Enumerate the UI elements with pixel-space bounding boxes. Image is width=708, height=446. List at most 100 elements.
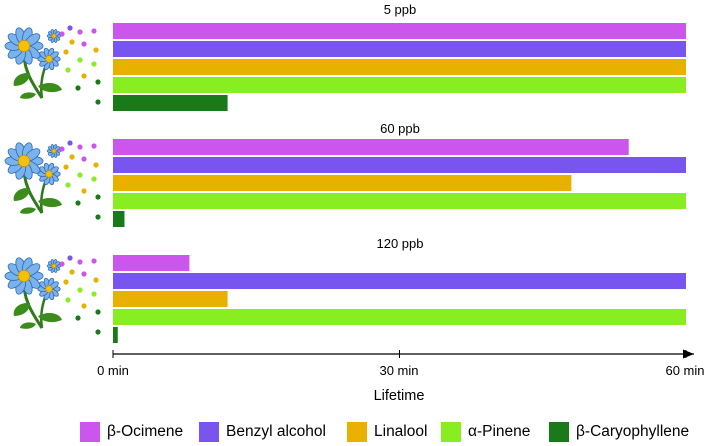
- scent-dot: [77, 172, 83, 178]
- scent-dot: [93, 47, 99, 53]
- flower-blossom: [46, 259, 62, 273]
- scent-dot: [93, 162, 99, 168]
- scent-dot: [65, 182, 71, 188]
- legend: β-Ocimene Benzyl alcohol Linalool α-Pine…: [0, 420, 708, 446]
- x-tick-label-60: 60 min: [665, 363, 705, 378]
- scent-dot: [95, 214, 101, 220]
- scent-dot: [67, 25, 73, 31]
- scent-dot: [75, 200, 81, 206]
- bar-ppb-ocimene: [113, 139, 629, 155]
- flower-icon: [4, 140, 101, 220]
- flower-blossom: [37, 47, 61, 71]
- bar-ppb-ocimene: [113, 255, 190, 271]
- legend-swatch-linalool: [347, 422, 367, 442]
- flower-blossom: [46, 144, 62, 158]
- scent-dot: [93, 277, 99, 283]
- legend-item-ocimene: β-Ocimene: [80, 420, 183, 444]
- scent-dot: [91, 143, 97, 149]
- bar-ppb-linalool: [113, 175, 572, 191]
- flower-leaf: [38, 313, 62, 323]
- flower-leaf: [13, 187, 30, 201]
- bar-ppb-caryophyllene: [113, 327, 118, 343]
- flower-leaf: [20, 92, 36, 99]
- panel-title-120ppb: 120 ppb: [376, 236, 424, 251]
- bar-ppb-benzyl-alcohol: [113, 157, 686, 173]
- scent-dot: [81, 271, 87, 277]
- bar-ppb-linalool: [113, 291, 228, 307]
- legend-label-caryophyllene: β-Caryophyllene: [576, 423, 690, 440]
- flower-blossom: [4, 27, 44, 65]
- scent-dot: [81, 303, 87, 309]
- flower-leaf: [38, 83, 62, 93]
- scent-dot: [63, 279, 69, 285]
- scent-dot: [59, 31, 65, 37]
- bar-ppb-pinene: [113, 309, 686, 325]
- scent-dot: [77, 259, 83, 265]
- scent-dot: [67, 255, 73, 261]
- legend-label-linalool: Linalool: [374, 423, 428, 440]
- x-tick-label-0: 0 min: [97, 363, 129, 378]
- scent-dot: [69, 39, 75, 45]
- scent-dot: [95, 194, 101, 200]
- scent-dot: [77, 287, 83, 293]
- flower-leaf: [20, 207, 36, 214]
- legend-item-pinene: α-Pinene: [441, 420, 530, 444]
- legend-label-pinene: α-Pinene: [468, 423, 531, 440]
- flower-blossom: [37, 277, 61, 301]
- legend-swatch-pinene: [441, 422, 461, 442]
- scent-dot: [95, 79, 101, 85]
- scent-dot: [91, 258, 97, 264]
- flower-blossom: [37, 162, 61, 186]
- scent-dot: [65, 67, 71, 73]
- scent-dot: [67, 140, 73, 146]
- scent-dot: [91, 61, 97, 67]
- scent-dot: [63, 49, 69, 55]
- bar-ppb-pinene: [113, 77, 686, 93]
- scent-dot: [91, 291, 97, 297]
- x-axis-arrow-icon: [683, 349, 694, 359]
- bar-ppb-caryophyllene: [113, 95, 228, 111]
- x-axis-title: Lifetime: [373, 388, 425, 404]
- flower-blossom: [4, 142, 44, 180]
- bar-ppb-benzyl-alcohol: [113, 41, 686, 57]
- scent-dot: [77, 144, 83, 150]
- scent-dot: [91, 176, 97, 182]
- bar-ppb-caryophyllene: [113, 211, 125, 227]
- flower-leaf: [38, 198, 62, 208]
- scent-dot: [81, 73, 87, 79]
- flower-leaf: [20, 322, 36, 329]
- scent-dot: [77, 29, 83, 35]
- legend-item-linalool: Linalool: [347, 420, 427, 444]
- legend-label-benzyl-alcohol: Benzyl alcohol: [226, 423, 326, 440]
- scent-dot: [95, 329, 101, 335]
- flower-blossom: [4, 257, 44, 295]
- legend-swatch-benzyl-alcohol: [199, 422, 219, 442]
- flower-blossom: [46, 29, 62, 43]
- scent-dot: [81, 41, 87, 47]
- bar-ppb-ocimene: [113, 23, 686, 39]
- bar-ppb-benzyl-alcohol: [113, 273, 686, 289]
- legend-swatch-ocimene: [80, 422, 100, 442]
- panel-title-5ppb: 5 ppb: [383, 2, 417, 17]
- legend-label-ocimene: β-Ocimene: [107, 423, 184, 440]
- scent-dot: [69, 269, 75, 275]
- flower-icon: [4, 255, 101, 335]
- scent-dot: [75, 85, 81, 91]
- scent-dot: [65, 297, 71, 303]
- scent-dot: [63, 164, 69, 170]
- legend-swatch-caryophyllene: [549, 422, 569, 442]
- scent-dot: [95, 309, 101, 315]
- scent-dot: [59, 261, 65, 267]
- legend-item-benzyl-alcohol: Benzyl alcohol: [199, 420, 326, 444]
- chart-area: [4, 23, 694, 359]
- panel-title-60ppb: 60 ppb: [380, 121, 420, 136]
- legend-item-caryophyllene: β-Caryophyllene: [549, 420, 689, 444]
- scent-dot: [75, 315, 81, 321]
- bar-ppb-pinene: [113, 193, 686, 209]
- scent-dot: [69, 154, 75, 160]
- scent-dot: [81, 156, 87, 162]
- scent-dot: [91, 28, 97, 34]
- scent-dot: [77, 57, 83, 63]
- scent-dot: [59, 146, 65, 152]
